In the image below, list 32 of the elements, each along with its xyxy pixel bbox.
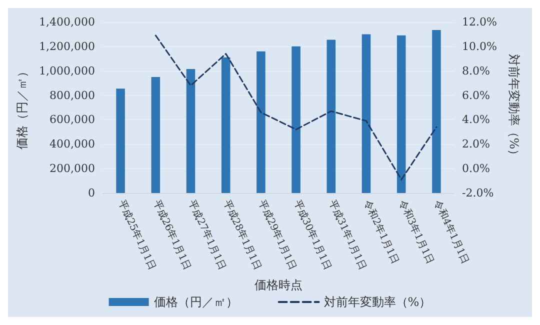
x-axis-title: 価格時点 xyxy=(254,278,302,292)
y2-tick-label: 2.0% xyxy=(462,138,490,151)
bar xyxy=(396,35,406,193)
y-tick-label: 1,200,000 xyxy=(39,40,95,53)
y-tick-label: 600,000 xyxy=(50,113,95,126)
bar xyxy=(432,30,441,193)
bar xyxy=(116,88,125,193)
bar xyxy=(151,76,160,193)
y-axis-title: 価格（円／㎡） xyxy=(15,66,30,150)
y-tick-label: 1,400,000 xyxy=(39,16,95,28)
bar xyxy=(326,40,336,193)
y-tick-label: 0 xyxy=(88,186,95,200)
line-series xyxy=(154,34,438,180)
y2-tick-label: 6.0% xyxy=(462,88,490,102)
legend-label: 対前年変動率（%） xyxy=(324,295,432,309)
bar xyxy=(292,46,300,193)
bar xyxy=(362,34,371,193)
bar xyxy=(256,51,266,193)
y2-tick-label: 12.0% xyxy=(462,16,497,28)
y2-tick-label: 0.0% xyxy=(462,162,490,176)
y-tick-label: 800,000 xyxy=(50,88,95,102)
bar xyxy=(186,69,196,193)
y2-tick-label: 8.0% xyxy=(462,64,490,78)
y-tick-label: 200,000 xyxy=(50,162,95,176)
legend-label: 価格（円／㎡） xyxy=(154,295,238,309)
bar xyxy=(221,57,230,193)
y2-tick-label: 4.0% xyxy=(462,113,490,126)
y2-tick-label: -2.0% xyxy=(462,186,494,200)
y-tick-label: 400,000 xyxy=(50,138,95,151)
y-tick-label: 1,000,000 xyxy=(39,64,95,78)
y2-axis-title: 対前年変動率（%） xyxy=(506,54,521,162)
y2-tick-label: 10.0% xyxy=(462,40,497,53)
